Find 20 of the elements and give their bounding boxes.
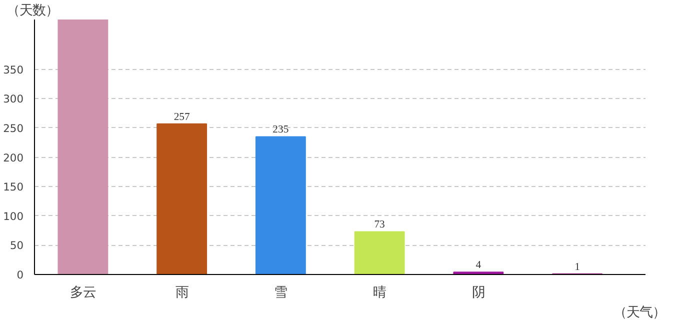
- y-tick-label: 350: [3, 63, 24, 76]
- y-tick-label: 200: [3, 151, 24, 164]
- y-tick-label: 300: [3, 92, 24, 106]
- x-axis-title: （天气）: [614, 306, 666, 320]
- y-tick-label: 150: [3, 180, 24, 194]
- x-tick-label: 多云: [70, 286, 96, 300]
- data-label: 235: [272, 124, 289, 136]
- data-label: 257: [174, 112, 190, 123]
- y-tick-label: 0: [16, 268, 24, 282]
- y-tick-label: 100: [3, 210, 24, 223]
- x-tick-label: 阴: [472, 286, 485, 300]
- y-tick-label: 250: [3, 122, 24, 135]
- y-tick-label: 50: [10, 239, 24, 252]
- x-tick-label: 雪: [274, 286, 288, 300]
- x-tick-label: 雨: [175, 286, 188, 300]
- y-axis-title: （天数）: [6, 4, 58, 18]
- data-label: 1: [574, 262, 580, 273]
- data-label: 4: [476, 260, 482, 272]
- x-tick-label: 晴: [373, 286, 386, 300]
- data-label: 73: [374, 220, 385, 231]
